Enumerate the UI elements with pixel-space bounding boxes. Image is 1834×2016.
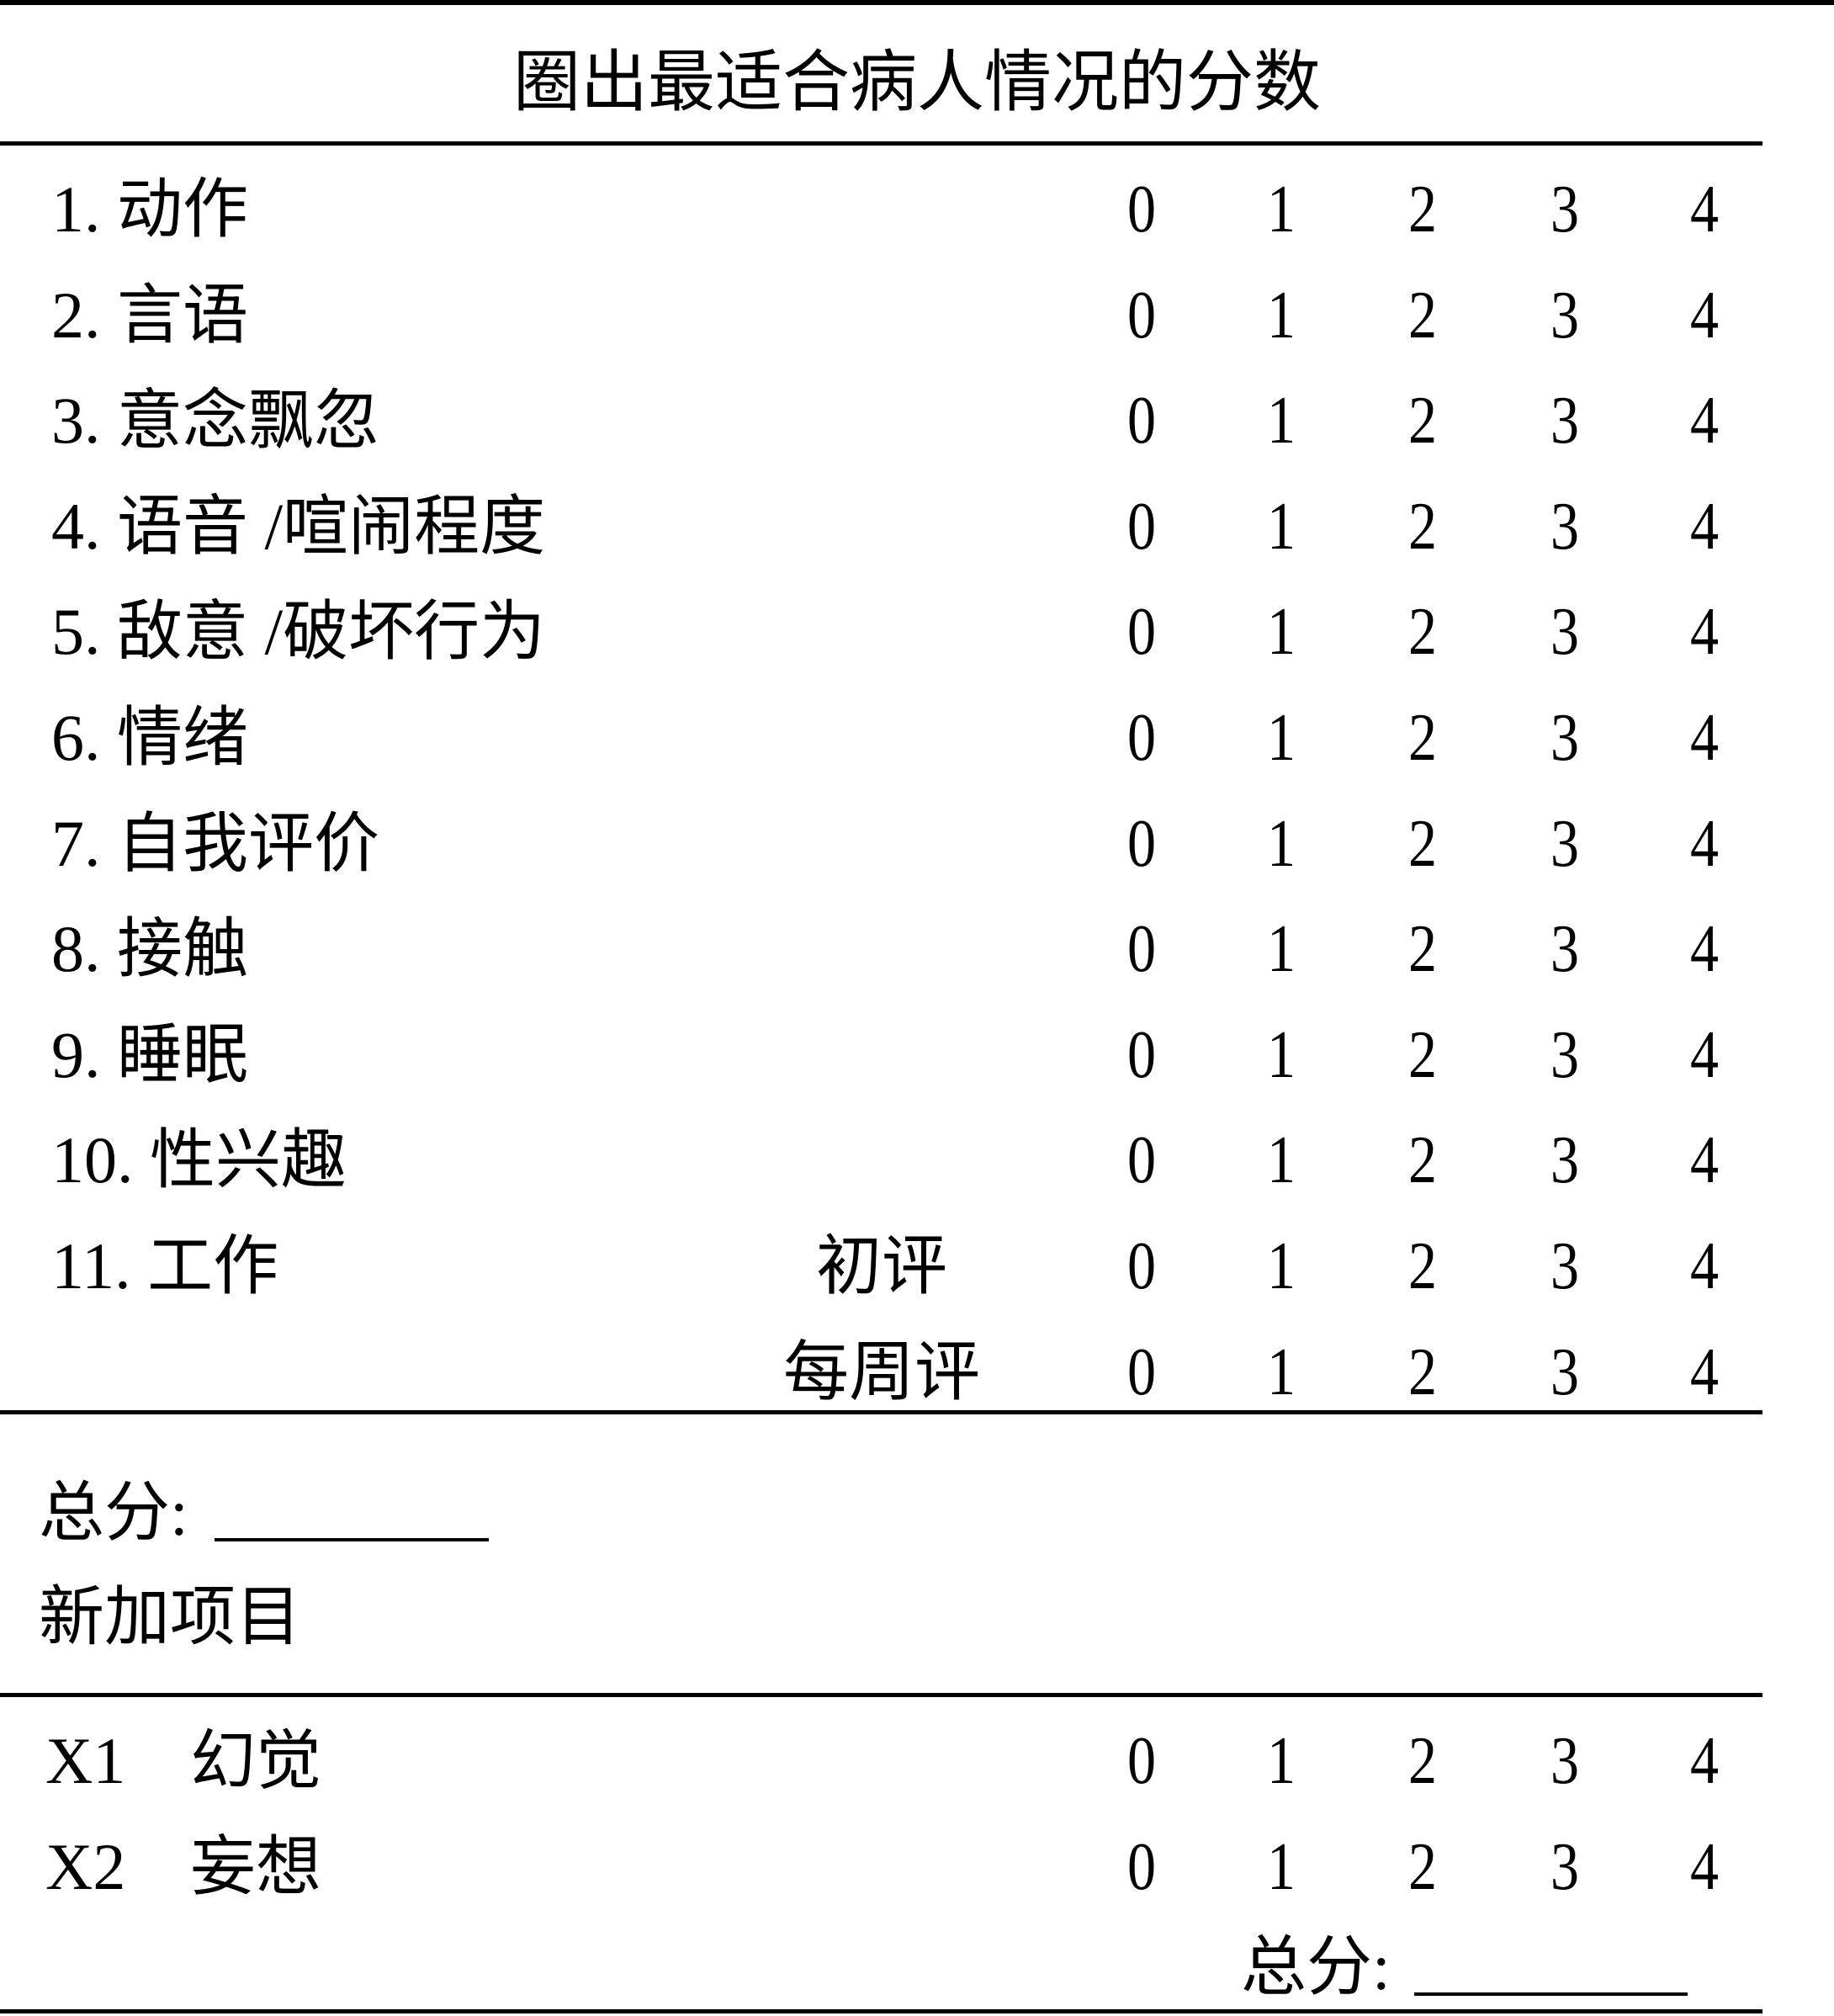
item-label: 9. 睡眠 bbox=[51, 1017, 249, 1091]
score-option[interactable]: 1 bbox=[1267, 1229, 1296, 1303]
score-option[interactable]: 4 bbox=[1690, 701, 1719, 775]
score-option[interactable]: 3 bbox=[1550, 1017, 1579, 1092]
score-option[interactable]: 2 bbox=[1408, 172, 1437, 247]
score-option[interactable]: 3 bbox=[1550, 912, 1579, 987]
score-option[interactable]: 3 bbox=[1550, 172, 1579, 247]
score-option[interactable]: 1 bbox=[1267, 806, 1296, 881]
score-option[interactable]: 1 bbox=[1267, 1017, 1296, 1092]
score-option[interactable]: 4 bbox=[1690, 806, 1719, 881]
score-option[interactable]: 2 bbox=[1408, 1017, 1437, 1092]
score-option[interactable]: 1 bbox=[1267, 595, 1296, 670]
score-option[interactable]: 3 bbox=[1550, 1830, 1579, 1904]
score-option[interactable]: 0 bbox=[1127, 278, 1156, 353]
score-option[interactable]: 0 bbox=[1127, 595, 1156, 670]
score-option[interactable]: 1 bbox=[1267, 701, 1296, 775]
bottom-rule bbox=[0, 2009, 1762, 2013]
score-option[interactable]: 3 bbox=[1550, 701, 1579, 775]
extra-total-blank[interactable] bbox=[1414, 1992, 1688, 1996]
item-label: 3. 意念飘忽 bbox=[51, 384, 380, 458]
extra-item-code: X1 bbox=[45, 1724, 126, 1797]
score-option[interactable]: 0 bbox=[1127, 1334, 1156, 1409]
score-option[interactable]: 0 bbox=[1127, 1123, 1156, 1198]
score-option[interactable]: 2 bbox=[1408, 701, 1437, 775]
score-option[interactable]: 1 bbox=[1267, 1123, 1296, 1198]
item-label: 8. 接触 bbox=[51, 912, 249, 986]
score-option[interactable]: 2 bbox=[1408, 384, 1437, 459]
score-option[interactable]: 4 bbox=[1690, 595, 1719, 670]
score-option[interactable]: 3 bbox=[1550, 806, 1579, 881]
score-option[interactable]: 2 bbox=[1408, 1724, 1437, 1798]
score-option[interactable]: 2 bbox=[1408, 1830, 1437, 1904]
item-label: 10. 性兴趣 bbox=[51, 1123, 347, 1197]
score-option[interactable]: 3 bbox=[1550, 278, 1579, 353]
added-items-heading: 新加项目 bbox=[39, 1580, 302, 1653]
item-label: 2. 言语 bbox=[51, 278, 249, 352]
score-option[interactable]: 4 bbox=[1690, 278, 1719, 353]
score-option[interactable]: 3 bbox=[1550, 1229, 1579, 1303]
score-option[interactable]: 2 bbox=[1408, 912, 1437, 987]
total-blank[interactable] bbox=[215, 1538, 489, 1541]
score-option[interactable]: 0 bbox=[1127, 1017, 1156, 1092]
item-label: 4. 语音 /喧闹程度 bbox=[51, 489, 546, 563]
page-title: 圈出最适合病人情况的分数 bbox=[513, 46, 1321, 120]
score-option[interactable]: 0 bbox=[1127, 1229, 1156, 1303]
item-label: 1. 动作 bbox=[51, 172, 249, 246]
score-option[interactable]: 1 bbox=[1267, 278, 1296, 353]
score-option[interactable]: 0 bbox=[1127, 1830, 1156, 1904]
item-label: 7. 自我评价 bbox=[51, 806, 380, 880]
score-option[interactable]: 4 bbox=[1690, 489, 1719, 564]
score-option[interactable]: 1 bbox=[1267, 1724, 1296, 1798]
score-option[interactable]: 3 bbox=[1550, 1724, 1579, 1798]
score-option[interactable]: 1 bbox=[1267, 1830, 1296, 1904]
item-label: 6. 情绪 bbox=[51, 701, 249, 774]
score-option[interactable]: 2 bbox=[1408, 1123, 1437, 1198]
score-option[interactable]: 1 bbox=[1267, 489, 1296, 564]
score-option[interactable]: 2 bbox=[1408, 489, 1437, 564]
extra-item-label: 幻觉 bbox=[190, 1724, 322, 1797]
extra-item-code: X2 bbox=[45, 1830, 126, 1903]
extra-rule bbox=[0, 1693, 1762, 1697]
score-option[interactable]: 2 bbox=[1408, 806, 1437, 881]
score-option[interactable]: 0 bbox=[1127, 172, 1156, 247]
score-option[interactable]: 0 bbox=[1127, 1724, 1156, 1798]
item-sublabel: 初评 bbox=[815, 1229, 948, 1302]
score-option[interactable]: 4 bbox=[1690, 1123, 1719, 1198]
extra-item-label: 妄想 bbox=[190, 1830, 322, 1903]
total-label: 总分: bbox=[39, 1476, 188, 1549]
score-option[interactable]: 3 bbox=[1550, 489, 1579, 564]
score-option[interactable]: 3 bbox=[1550, 595, 1579, 670]
score-option[interactable]: 1 bbox=[1267, 384, 1296, 459]
score-option[interactable]: 0 bbox=[1127, 384, 1156, 459]
score-option[interactable]: 3 bbox=[1550, 1334, 1579, 1409]
score-option[interactable]: 4 bbox=[1690, 1724, 1719, 1798]
section-rule bbox=[0, 1410, 1762, 1414]
score-option[interactable]: 0 bbox=[1127, 912, 1156, 987]
score-option[interactable]: 0 bbox=[1127, 806, 1156, 881]
score-option[interactable]: 2 bbox=[1408, 1229, 1437, 1303]
score-option[interactable]: 4 bbox=[1690, 384, 1719, 459]
score-option[interactable]: 3 bbox=[1550, 1123, 1579, 1198]
score-option[interactable]: 4 bbox=[1690, 172, 1719, 247]
item-sublabel: 每周评 bbox=[782, 1334, 981, 1409]
score-option[interactable]: 4 bbox=[1690, 1017, 1719, 1092]
score-option[interactable]: 2 bbox=[1408, 595, 1437, 670]
score-option[interactable]: 0 bbox=[1127, 701, 1156, 775]
extra-total-label: 总分: bbox=[1241, 1930, 1391, 2003]
score-option[interactable]: 0 bbox=[1127, 489, 1156, 564]
item-label: 11. 工作 bbox=[51, 1229, 279, 1302]
score-option[interactable]: 1 bbox=[1267, 912, 1296, 987]
top-rule bbox=[0, 0, 1834, 5]
score-option[interactable]: 4 bbox=[1690, 1334, 1719, 1409]
score-option[interactable]: 3 bbox=[1550, 384, 1579, 459]
score-option[interactable]: 2 bbox=[1408, 278, 1437, 353]
score-option[interactable]: 1 bbox=[1267, 172, 1296, 247]
score-option[interactable]: 1 bbox=[1267, 1334, 1296, 1409]
item-label: 5. 敌意 /破坏行为 bbox=[51, 595, 546, 669]
title-rule bbox=[0, 141, 1762, 146]
score-option[interactable]: 4 bbox=[1690, 1830, 1719, 1904]
score-option[interactable]: 4 bbox=[1690, 912, 1719, 987]
score-option[interactable]: 2 bbox=[1408, 1334, 1437, 1409]
score-option[interactable]: 4 bbox=[1690, 1229, 1719, 1303]
